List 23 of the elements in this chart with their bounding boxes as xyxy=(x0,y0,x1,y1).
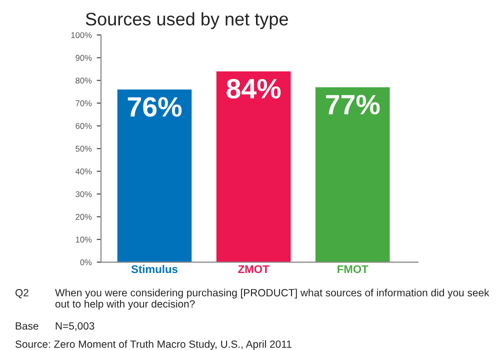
data-label: 77% xyxy=(326,94,380,114)
y-tick-label: 10% xyxy=(76,236,92,243)
chart-title: Sources used by net type xyxy=(86,12,288,30)
y-tick-label: 100% xyxy=(71,32,92,38)
text: N=5,003 xyxy=(56,322,94,331)
x-tick-label: FMOT xyxy=(338,265,368,274)
y-tick-label: 30% xyxy=(76,191,92,198)
x-tick-label: Stimulus xyxy=(131,264,178,274)
y-tick-label: 20% xyxy=(76,214,92,220)
x-tick-label: ZMOT xyxy=(238,265,270,274)
y-tick-label: 90% xyxy=(76,54,92,61)
text: When you were considering purchasing [PRODUCT] what sources of information did you seek out to help with your decision? xyxy=(55,288,490,310)
y-tick-label: 70% xyxy=(76,100,92,106)
y-tick-label: 40% xyxy=(75,168,92,174)
text: Q2 xyxy=(15,289,28,298)
y-tick-label: 0% xyxy=(80,259,92,266)
y-tick-label: 60% xyxy=(76,123,92,129)
source-note: Source: Zero Moment of Truth Macro Study, U.S., April 2011 xyxy=(15,340,292,350)
y-tick-label: 80% xyxy=(76,78,92,84)
data-label: 84% xyxy=(226,78,281,99)
y-tick-label: 50% xyxy=(76,146,92,152)
text: Base xyxy=(16,322,38,330)
data-label: 76% xyxy=(128,97,182,117)
